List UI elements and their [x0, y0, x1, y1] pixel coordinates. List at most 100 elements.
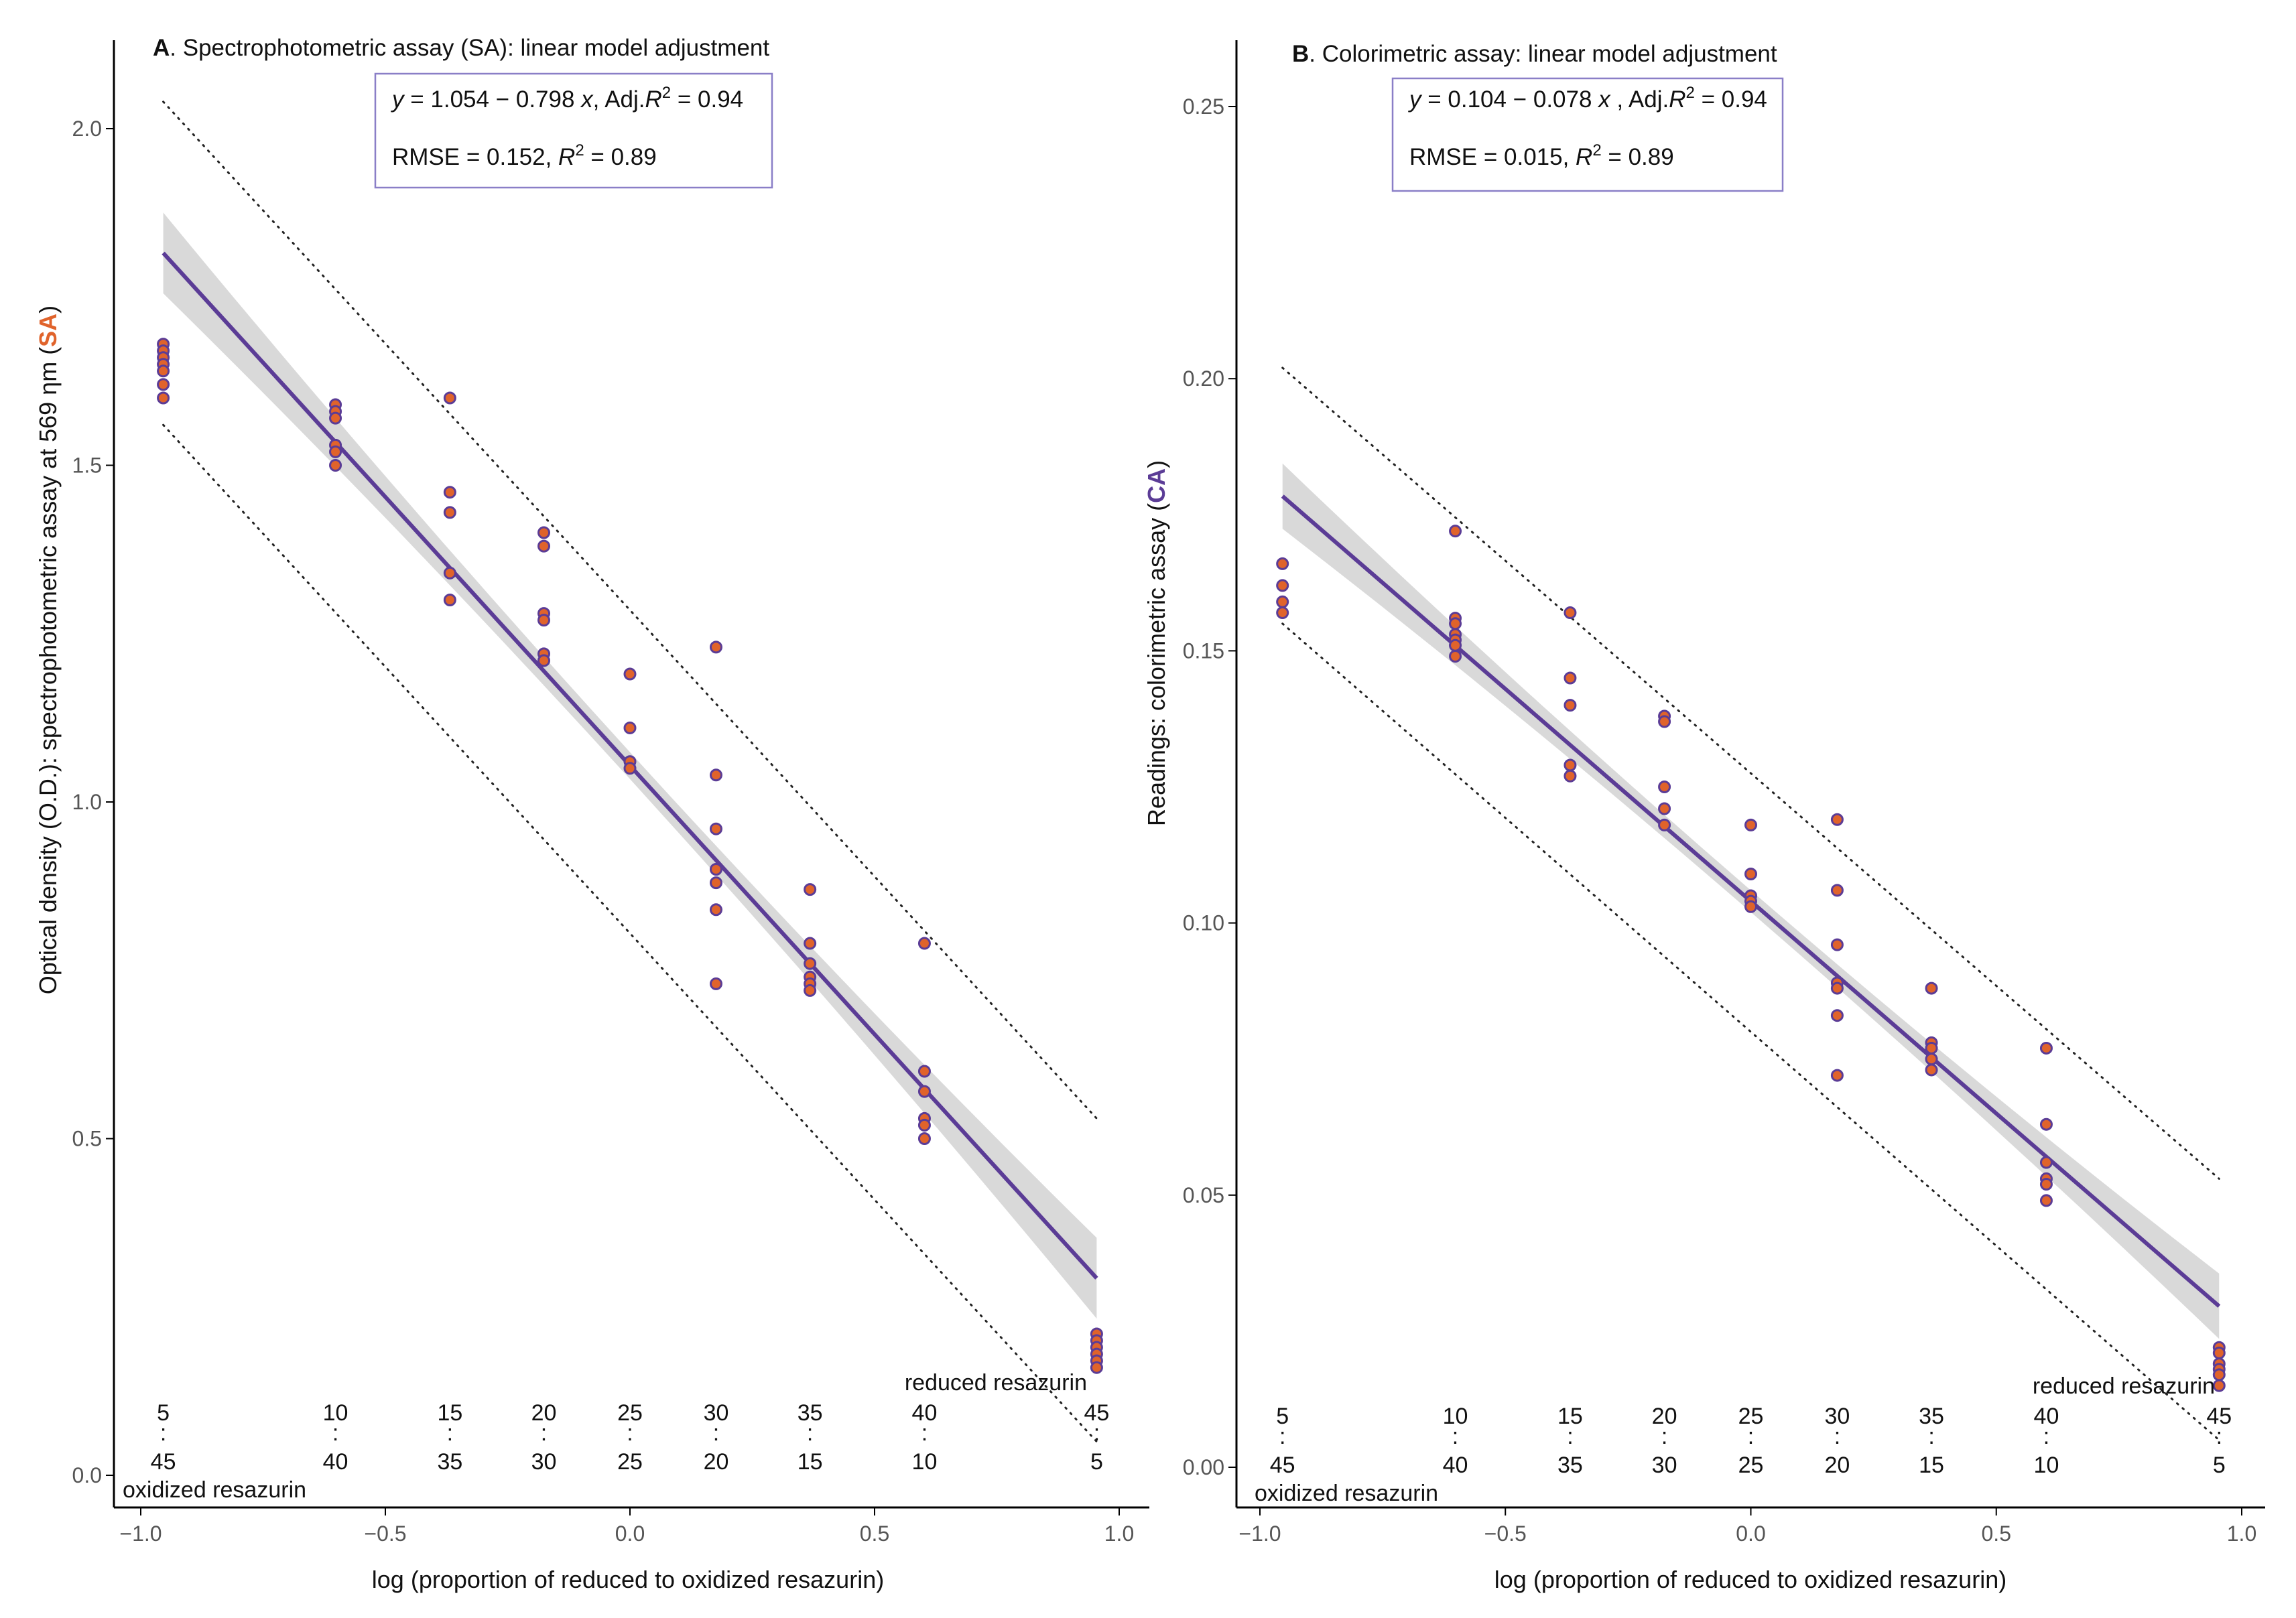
panel-a-ratio-reduced-value: 40: [912, 1400, 938, 1426]
panel-a-prediction-lower-line: [162, 423, 1098, 1443]
panel-b-data-point: [1564, 671, 1577, 685]
panel-a-ratio-oxidized-value: 15: [798, 1449, 823, 1475]
panel-a-data-point: [709, 768, 722, 782]
panel-b-ratio-colon: :: [2216, 1424, 2222, 1449]
panel-a-data-point: [709, 863, 722, 876]
panel-b-points-layer: [1276, 525, 2226, 1392]
panel-b-data-point: [1658, 802, 1671, 815]
panel-b-y-tick-label: 0.15: [1183, 638, 1224, 663]
panel-b-ratio-oxidized-value: 5: [2213, 1453, 2226, 1478]
panel-a-data-point: [804, 883, 817, 896]
panel-a-ratio-reduced-value: 20: [531, 1400, 557, 1426]
panel-a-data-point: [443, 391, 456, 405]
panel-b-ratio-oxidized-value: 40: [1443, 1453, 1468, 1478]
panel-b-ratio-oxidized-value: 25: [1738, 1453, 1764, 1478]
panel-b-x-axis-title: log (proportion of reduced to oxidized r…: [1494, 1566, 2006, 1593]
panel-a-ratio-colon: :: [713, 1420, 719, 1446]
panel-a-ratio-reduced-value: 25: [617, 1400, 643, 1426]
panel-b-data-point: [2039, 1194, 2053, 1207]
panel-b-equation-box: [1391, 77, 1784, 192]
panel-b-data-point: [1564, 758, 1577, 772]
panel-b-ratio-colon: :: [1834, 1424, 1840, 1449]
panel-b-rmse-line: RMSE = 0.015, R2 = 0.89: [1409, 141, 1674, 170]
panel-b-y-tick-label: 0.05: [1183, 1183, 1224, 1207]
panel-b-data-point: [1658, 715, 1671, 728]
panel-b-data-point: [2212, 1368, 2226, 1381]
panel-a-data-point: [709, 977, 722, 990]
panel-a-data-point: [917, 1065, 931, 1078]
panel-a-x-tick-label: 0.0: [615, 1522, 645, 1546]
panel-a-data-point: [917, 1132, 931, 1145]
panel-b-ratio-reduced-value: 45: [2206, 1404, 2232, 1429]
panel-a-ratio-colon: :: [1094, 1420, 1100, 1446]
panel-b-ratio-reduced-value: 15: [1557, 1404, 1583, 1429]
panel-a-data-point: [917, 937, 931, 950]
panel-b-ratio-oxidized-value: 45: [1270, 1453, 1295, 1478]
panel-a-y-tick-label: 1.5: [72, 454, 102, 478]
panel-a-data-point: [157, 364, 170, 378]
panel-b-data-point: [1658, 818, 1671, 831]
panel-a-data-point: [623, 667, 637, 681]
panel-b-data-point: [1276, 595, 1289, 608]
panel-a-ratio-reduced-value: 10: [323, 1400, 348, 1426]
panel-b-ratio-reduced-value: 5: [1276, 1404, 1289, 1429]
panel-a-y-tick-label: 0.5: [72, 1127, 102, 1151]
panel-b-ratio-colon: :: [1748, 1424, 1754, 1449]
panel-a-points-layer: [157, 338, 1103, 1374]
panel-b-data-point: [1744, 867, 1757, 880]
panel-b-x-tick-label: 1.0: [2227, 1522, 2256, 1546]
panel-a-data-point: [537, 526, 551, 539]
panel-a-data-point: [537, 654, 551, 667]
panel-a-data-point: [709, 822, 722, 835]
panel-a-reduced-resazurin-label: reduced resazurin: [905, 1370, 1087, 1396]
panel-b-reduced-resazurin-label: reduced resazurin: [2033, 1373, 2215, 1399]
panel-b-data-point: [1830, 813, 1844, 826]
panel-b-prediction-upper-line: [1281, 366, 2220, 1180]
panel-a-data-point: [443, 506, 456, 519]
panel-a-x-tick-label: −0.5: [364, 1522, 406, 1546]
panel-b-ratio-colon: :: [1567, 1424, 1573, 1449]
panel-b-title: B. Colorimetric assay: linear model adju…: [1292, 41, 1777, 67]
panel-a-data-point: [709, 641, 722, 654]
panel-b-ratio-oxidized-value: 35: [1557, 1453, 1583, 1478]
panel-b-ratio-reduced-value: 20: [1652, 1404, 1677, 1429]
panel-b-data-point: [1925, 1053, 1938, 1066]
panel-a-equation-line: y = 1.054 − 0.798 x, Adj.R2 = 0.94: [391, 84, 743, 113]
panel-a-x-ticks: −1.0 −0.5 0.0 0.5 1.0: [119, 1507, 1134, 1546]
panel-b-data-point: [1830, 938, 1844, 951]
panel-b-data-point: [1449, 617, 1462, 630]
panel-a-data-point: [623, 721, 637, 734]
panel-b-data-point: [1276, 606, 1289, 620]
panel-b-ratio-colon: :: [2043, 1424, 2049, 1449]
panel-a-y-tick-label: 1.0: [72, 790, 102, 814]
panel-b-data-point: [2039, 1156, 2053, 1169]
panel-a-data-point: [329, 459, 342, 472]
panel-b-data-point: [1564, 769, 1577, 783]
panel-b-data-point: [1830, 1009, 1844, 1022]
panel-b-x-tick-label: −1.0: [1238, 1522, 1281, 1546]
panel-b-x-tick-label: 0.5: [1982, 1522, 2011, 1546]
panel-a-ratio-reduced-value: 30: [704, 1400, 729, 1426]
panel-a-x-tick-label: −1.0: [119, 1522, 162, 1546]
panel-b-y-tick-label: 0.10: [1183, 911, 1224, 935]
panel-b-data-point: [1830, 1069, 1844, 1082]
panel-a-data-point: [157, 378, 170, 391]
panel-b-ratio-colon: :: [1928, 1424, 1934, 1449]
panel-a-data-point: [709, 903, 722, 917]
panel-a-ratio-oxidized-value: 35: [437, 1449, 462, 1475]
panel-b-data-point: [2039, 1178, 2053, 1191]
panel-a-y-tick-label: 0.0: [72, 1463, 102, 1487]
panel-b-prediction-lower-line: [1281, 622, 2220, 1441]
panel-b-y-tick-label: 0.00: [1183, 1455, 1224, 1479]
panel-a-ratio-colon: :: [627, 1420, 633, 1446]
panel-a-y-ticks: 0.0 0.5 1.0 1.5 2.0: [72, 117, 114, 1487]
panel-b-data-point: [2039, 1118, 2053, 1131]
panel-a-y-tick-label: 2.0: [72, 117, 102, 141]
panel-b-data-point: [1925, 1041, 1938, 1055]
panel-b-ratio-reduced-value: 40: [2034, 1404, 2059, 1429]
panel-a-x-tick-label: 0.5: [860, 1522, 889, 1546]
panel-b-data-point: [1658, 781, 1671, 793]
panel-a-title: A. Spectrophotometric assay (SA): linear…: [153, 35, 769, 61]
panel-b-data-point: [2212, 1346, 2226, 1359]
panel-b-y-tick-label: 0.25: [1183, 94, 1224, 119]
